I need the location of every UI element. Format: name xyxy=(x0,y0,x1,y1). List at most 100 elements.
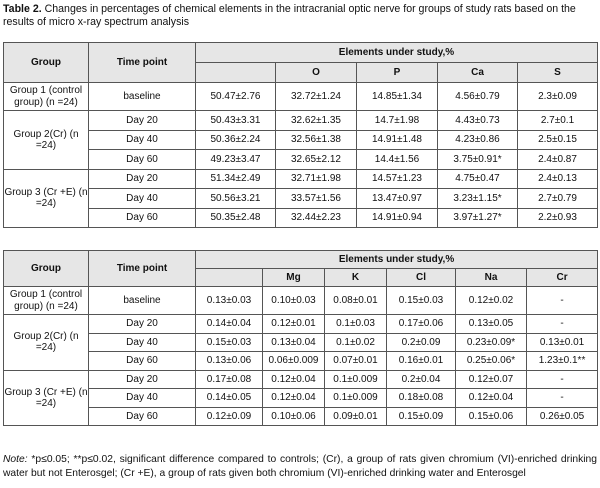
time-point: baseline xyxy=(88,82,196,111)
value-cell: 50.47±2.76 xyxy=(195,82,276,111)
header-element-col: S xyxy=(517,62,598,83)
group-label: Group 3 (Cr +E) (n =24) xyxy=(3,369,89,426)
value-cell: 2.7±0.79 xyxy=(517,188,598,209)
table-row: Day 40 0.15±0.03 0.13±0.04 0.1±0.02 0.2±0.09… xyxy=(4,332,599,352)
value-cell: 2.2±0.93 xyxy=(517,207,598,228)
table-caption: Table 2. Changes in percentages of chemi… xyxy=(3,3,597,29)
value-cell: 3.23±1.15* xyxy=(437,188,518,209)
header-element-col: P xyxy=(356,62,438,83)
time-point: Day 40 xyxy=(88,388,196,408)
group-label: Group 2(Cr) (n =24) xyxy=(3,110,89,170)
value-cell: 0.1±0.02 xyxy=(324,332,387,352)
value-cell: 0.13±0.04 xyxy=(262,332,325,352)
value-cell: 50.36±2.24 xyxy=(195,129,276,150)
value-cell: - xyxy=(525,314,599,334)
table-row: Day 40 50.36±2.24 32.56±1.38 14.91±1.48 4.23… xyxy=(4,129,598,150)
value-cell: 4.75±0.47 xyxy=(437,168,518,189)
value-cell: 2.5±0.15 xyxy=(517,129,598,150)
value-cell: 14.57±1.23 xyxy=(356,168,438,189)
value-cell: 0.13±0.01 xyxy=(525,332,599,352)
header-element-col xyxy=(195,62,276,83)
value-cell: 0.06±0.009 xyxy=(262,351,325,371)
value-cell: 0.13±0.03 xyxy=(195,286,263,315)
note-text: *p≤0.05; **p≤0.02, significant differenc… xyxy=(3,454,597,479)
time-point: Day 40 xyxy=(88,129,196,150)
value-cell: 0.14±0.04 xyxy=(195,314,263,334)
value-cell: 0.15±0.03 xyxy=(386,286,456,315)
value-cell: 0.12±0.04 xyxy=(262,369,325,389)
table-row: Group 1 (control group) (n =24) baseline 5… xyxy=(3,82,598,111)
value-cell: 0.1±0.03 xyxy=(324,314,387,334)
time-point: Day 20 xyxy=(88,314,196,334)
note-label: Note: xyxy=(3,454,28,465)
time-point: Day 60 xyxy=(88,406,196,426)
group-label: Group 2(Cr) (n =24) xyxy=(3,314,89,371)
header-element-col: Ca xyxy=(437,62,518,83)
value-cell: 2.3±0.09 xyxy=(517,82,598,111)
header-group: Group xyxy=(3,42,89,83)
value-cell: 0.15±0.09 xyxy=(386,406,456,426)
value-cell: 0.12±0.01 xyxy=(262,314,325,334)
value-cell: 0.10±0.06 xyxy=(262,406,325,426)
value-cell: 3.75±0.91* xyxy=(437,149,518,170)
time-point: baseline xyxy=(88,286,196,315)
value-cell: 0.08±0.01 xyxy=(324,286,387,315)
caption-label: Table 2. xyxy=(3,3,42,15)
table-row: Group 3 (Cr +E) (n =24) Day 20 51.34±2.49 3… xyxy=(3,168,598,228)
value-cell: 14.7±1.98 xyxy=(356,110,438,131)
time-point: Day 40 xyxy=(88,188,196,209)
value-cell: 49.23±3.47 xyxy=(195,149,276,170)
value-cell: 0.26±0.05 xyxy=(525,406,599,426)
time-point: Day 60 xyxy=(88,351,196,371)
value-cell: 0.15±0.06 xyxy=(455,406,527,426)
table-row: Group 1 (control group) (n =24) baseline 0… xyxy=(3,286,599,315)
header-element-col: Na xyxy=(455,268,527,287)
value-cell: 0.17±0.08 xyxy=(195,369,263,389)
value-cell: 0.25±0.06* xyxy=(455,351,527,371)
group-label: Group 3 (Cr +E) (n =24) xyxy=(3,168,89,228)
caption-text: Changes in percentages of chemical eleme… xyxy=(3,3,576,28)
value-cell: 3.97±1.27* xyxy=(437,207,518,228)
value-cell: 2.4±0.87 xyxy=(517,149,598,170)
value-cell: 4.43±0.73 xyxy=(437,110,518,131)
value-cell: 32.62±1.35 xyxy=(275,110,357,131)
table-row: Day 40 0.14±0.05 0.12±0.04 0.1±0.009 0.18±0.… xyxy=(4,388,599,408)
header-elements: Elements under study,% xyxy=(194,250,599,269)
header-element-col: O xyxy=(275,62,357,83)
value-cell: 0.12±0.07 xyxy=(455,369,527,389)
header-element-col: Mg xyxy=(262,268,325,287)
table-note: Note: *p≤0.05; **p≤0.02, significant dif… xyxy=(3,453,597,481)
value-cell: - xyxy=(525,388,599,408)
value-cell: 13.47±0.97 xyxy=(356,188,438,209)
time-point: Day 20 xyxy=(88,168,196,189)
value-cell: 32.71±1.98 xyxy=(275,168,357,189)
value-cell: 0.09±0.01 xyxy=(324,406,387,426)
header-element-col: K xyxy=(324,268,387,287)
value-cell: 4.23±0.86 xyxy=(437,129,518,150)
value-cell: 14.85±1.34 xyxy=(356,82,438,111)
header-group: Group xyxy=(3,250,89,287)
value-cell: 0.12±0.09 xyxy=(195,406,263,426)
value-cell: 14.4±1.56 xyxy=(356,149,438,170)
value-cell: - xyxy=(525,286,599,315)
table-row: Day 60 49.23±3.47 32.65±2.12 14.4±1.56 3.75±… xyxy=(4,149,598,170)
value-cell: 50.35±2.48 xyxy=(195,207,276,228)
header-element-col xyxy=(195,268,263,287)
table-row: Group 3 (Cr +E) (n =24) Day 20 0.17±0.08 0.… xyxy=(3,369,599,426)
value-cell: 32.72±1.24 xyxy=(275,82,357,111)
value-cell: 0.16±0.01 xyxy=(386,351,456,371)
header-elements: Elements under study,% xyxy=(195,42,598,63)
time-point: Day 40 xyxy=(88,332,196,352)
header-element-col: Cr xyxy=(525,268,599,287)
value-cell: 0.23±0.09* xyxy=(455,332,527,352)
table-2: Group Time point Elements under study,% Mg K… xyxy=(3,250,599,426)
value-cell: 0.13±0.06 xyxy=(195,351,263,371)
table-row: Group 2(Cr) (n =24) Day 20 0.14±0.04 0.12±0… xyxy=(3,314,599,371)
group-label: Group 1 (control group) (n =24) xyxy=(3,82,89,111)
table-row: Group 2(Cr) (n =24) Day 20 50.43±3.31 32.62… xyxy=(3,110,598,170)
value-cell: 0.17±0.06 xyxy=(386,314,456,334)
value-cell: 50.56±3.21 xyxy=(195,188,276,209)
value-cell: 4.56±0.79 xyxy=(437,82,518,111)
value-cell: 0.14±0.05 xyxy=(195,388,263,408)
value-cell: 0.12±0.04 xyxy=(455,388,527,408)
